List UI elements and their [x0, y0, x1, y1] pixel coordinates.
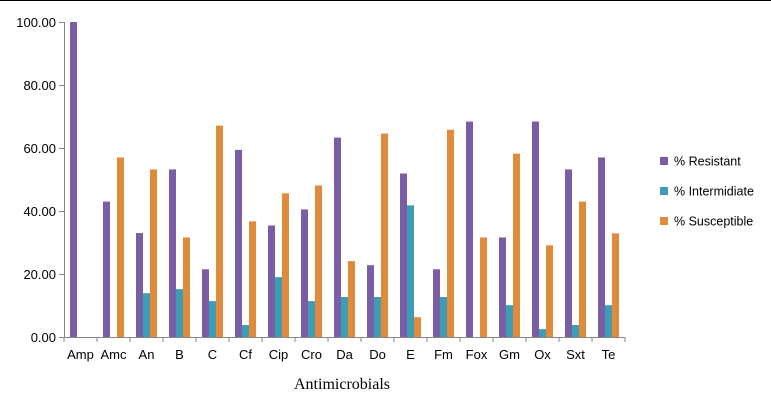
bar — [433, 269, 440, 337]
bar — [367, 265, 374, 337]
legend-swatch — [660, 187, 668, 195]
bar — [176, 289, 183, 337]
bar — [400, 173, 407, 337]
bar — [612, 233, 619, 337]
x-tick-label: Cro — [301, 347, 322, 362]
bar — [334, 137, 341, 337]
x-tick-label: E — [406, 347, 415, 362]
x-tick-label: An — [139, 347, 155, 362]
x-tick-label: Fox — [466, 347, 488, 362]
bar — [605, 305, 612, 337]
x-tick-label: Da — [336, 347, 353, 362]
bar — [374, 296, 381, 337]
y-tick-label: 0.00 — [31, 330, 56, 345]
bar — [235, 149, 242, 337]
x-tick-label: Cip — [269, 347, 289, 362]
x-tick-label: Sxt — [566, 347, 585, 362]
x-tick-label: Fm — [434, 347, 453, 362]
bar — [348, 261, 355, 337]
bar — [209, 301, 216, 337]
x-tick-label: Cf — [239, 347, 252, 362]
bar — [499, 237, 506, 337]
legend-label: % Susceptible — [674, 215, 753, 229]
bar — [275, 277, 282, 337]
y-tick-label: 80.00 — [23, 78, 56, 93]
bar — [150, 169, 157, 337]
bar — [308, 301, 315, 337]
x-axis-ticks: Amp Amc An B C Cf Cip Cro Da Do E Fm Fox Gm Ox Sxt Te — [63, 337, 626, 362]
x-tick-label: B — [175, 347, 184, 362]
legend-label: % Resistant — [674, 155, 741, 169]
legend-swatch — [660, 217, 668, 225]
bar — [565, 169, 572, 337]
bar — [532, 121, 539, 337]
bar — [183, 237, 190, 337]
y-axis-ticks: 0.00 20.00 40.00 60.00 80.00 100.00 — [16, 15, 64, 345]
bar — [579, 201, 586, 337]
x-tick-label: Te — [602, 347, 616, 362]
bar — [407, 205, 414, 337]
bar — [169, 169, 176, 337]
x-tick-label: Ox — [534, 347, 551, 362]
bar — [242, 325, 249, 337]
bar — [216, 125, 223, 337]
bar — [440, 296, 447, 337]
bar — [381, 133, 388, 337]
bar — [103, 201, 110, 337]
bar — [249, 221, 256, 337]
bar — [539, 329, 546, 337]
bars — [70, 22, 619, 337]
bar — [414, 317, 421, 337]
legend-swatch — [660, 157, 668, 165]
bar — [268, 225, 275, 337]
x-tick-label: Gm — [499, 347, 520, 362]
y-tick-label: 20.00 — [23, 267, 56, 282]
bar — [598, 157, 605, 337]
y-tick-label: 100.00 — [16, 15, 56, 30]
bar — [143, 293, 150, 337]
bar — [70, 22, 77, 337]
bar — [572, 325, 579, 337]
bar — [466, 121, 473, 337]
legend-label: % Intermidiate — [674, 185, 754, 199]
x-tick-label: Amp — [67, 347, 94, 362]
x-tick-label: Amc — [101, 347, 128, 362]
bar — [202, 269, 209, 337]
legend: % Resistant % Intermidiate % Susceptible — [660, 155, 754, 229]
bar — [315, 185, 322, 337]
y-tick-label: 40.00 — [23, 204, 56, 219]
bar — [447, 129, 454, 337]
y-tick-label: 60.00 — [23, 141, 56, 156]
x-axis-title: Antimicrobials — [294, 376, 390, 393]
bar — [301, 209, 308, 337]
x-tick-label: C — [208, 347, 217, 362]
bar — [546, 245, 553, 337]
bar — [480, 237, 487, 337]
bar — [341, 296, 348, 337]
bar — [506, 305, 513, 337]
x-tick-label: Do — [369, 347, 386, 362]
bar — [136, 233, 143, 337]
bar — [282, 193, 289, 337]
bar — [117, 157, 124, 337]
bar — [513, 153, 520, 337]
